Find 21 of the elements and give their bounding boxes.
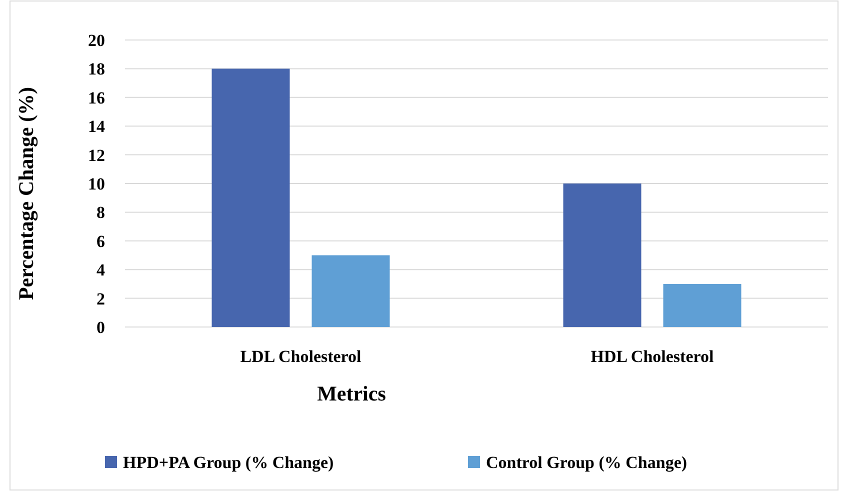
legend-label: HPD+PA Group (% Change) [123,452,334,472]
y-tick-label: 4 [96,260,106,280]
bar [312,255,390,327]
y-tick-label: 14 [88,117,106,136]
x-tick-label: HDL Cholesterol [590,346,714,366]
y-tick-label: 2 [96,289,105,308]
y-tick-label: 12 [88,146,105,165]
bar [663,284,742,327]
y-tick-label: 0 [96,318,105,337]
y-tick-label: 20 [88,30,105,50]
y-tick-label: 16 [88,88,105,108]
y-tick-label: 10 [88,174,105,194]
bar [212,68,290,327]
legend-label: Control Group (% Change) [486,452,688,472]
y-axis-title: Percentage Change (%) [14,86,38,300]
y-tick-label: 6 [96,232,105,251]
y-tick-label: 8 [96,203,105,222]
bar [563,184,642,327]
y-tick-label: 18 [88,60,105,79]
x-axis-title: Metrics [317,381,386,406]
x-tick-label: LDL Cholesterol [240,346,362,366]
